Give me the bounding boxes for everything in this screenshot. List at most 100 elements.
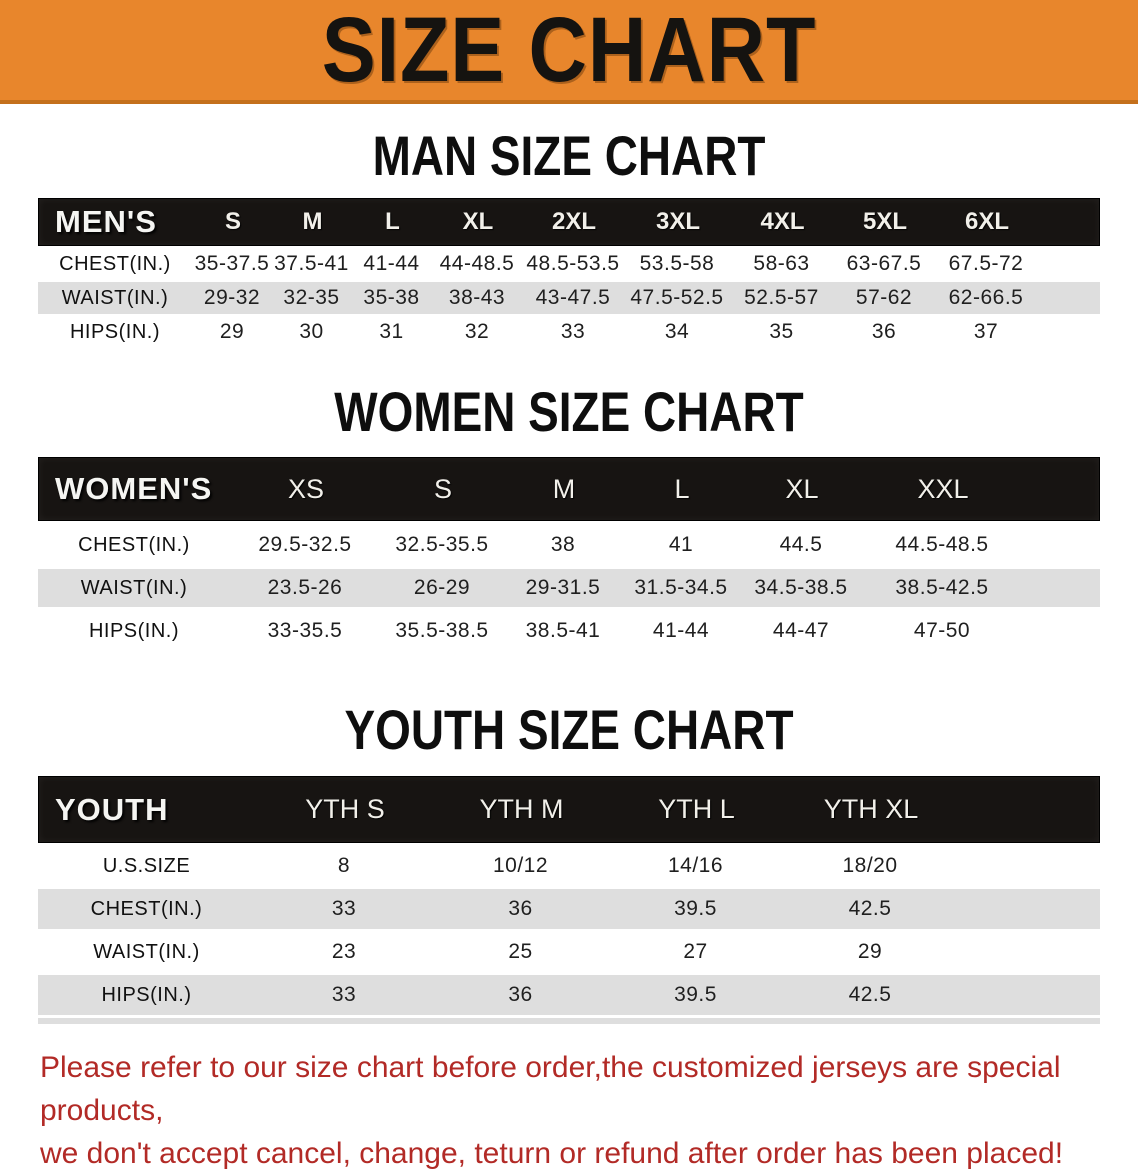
women-column-header-2: M <box>552 473 576 504</box>
youth-table-row-2: WAIST(IN.) 23 25 27 29 <box>38 932 1100 972</box>
youth-row-label-0: U.S.SIZE <box>102 854 191 877</box>
youth-row-label-2: WAIST(IN.) <box>93 940 200 963</box>
youth-cell-1-3: 42.5 <box>848 897 892 920</box>
women-cell-2-3: 41-44 <box>652 619 710 642</box>
men-column-header-7: 5XL <box>862 208 907 235</box>
men-cell-1-0: 29-32 <box>203 286 261 309</box>
women-table-row-2: HIPS(IN.) 33-35.5 35.5-38.5 38.5-41 41-44 44-… <box>38 612 1100 650</box>
women-size-table: WOMEN'S XS S M L XL XXL CHEST(IN.) 29.5-32.5 32.5… <box>38 457 1100 650</box>
footer-note-line-2: we don't accept cancel, change, teturn o… <box>40 1137 1064 1170</box>
youth-table-row-3: HIPS(IN.) 33 36 39.5 42.5 <box>38 975 1100 1015</box>
men-cell-1-4: 43-47.5 <box>535 286 611 309</box>
women-column-header-1: S <box>433 473 452 504</box>
youth-row-label-1: CHEST(IN.) <box>90 897 203 920</box>
men-cell-2-1: 30 <box>299 320 324 343</box>
men-row-label-2: HIPS(IN.) <box>69 320 161 343</box>
banner: SIZE CHART <box>0 0 1138 104</box>
men-cell-1-8: 62-66.5 <box>948 286 1024 309</box>
men-cell-2-6: 35 <box>769 320 794 343</box>
women-table-row-0: CHEST(IN.) 29.5-32.5 32.5-35.5 38 41 44.5 44.5… <box>38 526 1100 564</box>
youth-cell-2-0: 23 <box>331 940 357 963</box>
women-table-header-row: WOMEN'S XS S M L XL XXL <box>38 457 1100 521</box>
men-cell-2-2: 31 <box>379 320 404 343</box>
youth-table-row-1: CHEST(IN.) 33 36 39.5 42.5 <box>38 889 1100 929</box>
women-cell-0-4: 44.5 <box>779 533 823 556</box>
women-cell-2-4: 44-47 <box>772 619 830 642</box>
men-column-header-8: 6XL <box>964 208 1009 235</box>
men-cell-1-2: 35-38 <box>363 286 420 309</box>
women-cell-1-1: 26-29 <box>413 576 471 599</box>
women-cell-0-0: 29.5-32.5 <box>258 533 352 556</box>
men-size-table: MEN'S S M L XL 2XL 3XL 4XL 5XL 6XL CHEST(IN.) 35-37… <box>38 198 1100 348</box>
women-column-header-3: L <box>674 473 690 504</box>
men-cell-0-4: 48.5-53.5 <box>526 252 620 275</box>
men-cell-1-1: 32-35 <box>283 286 340 309</box>
women-cell-2-5: 47-50 <box>913 619 971 642</box>
youth-cell-3-0: 33 <box>331 983 357 1006</box>
women-cell-1-4: 34.5-38.5 <box>754 576 848 599</box>
women-cell-0-2: 38 <box>550 533 576 556</box>
women-column-header-0: XS <box>287 473 325 504</box>
youth-cell-2-1: 25 <box>508 940 533 963</box>
men-column-header-4: 2XL <box>551 208 596 235</box>
footer-note: Please refer to our size chart before or… <box>40 1046 1138 1175</box>
youth-column-header-3: YTH XL <box>823 794 919 824</box>
women-column-header-4: XL <box>785 473 819 504</box>
women-cell-1-2: 29-31.5 <box>525 576 601 599</box>
youth-size-table: YOUTH YTH S YTH M YTH L YTH XL U.S.SIZE 8 10/12… <box>38 776 1100 1015</box>
men-cell-2-3: 32 <box>464 320 490 343</box>
men-cell-0-1: 37.5-41 <box>274 252 349 275</box>
men-column-header-6: 4XL <box>760 208 805 235</box>
youth-table-row-0: U.S.SIZE 8 10/12 14/16 18/20 <box>38 846 1100 886</box>
women-group-label: WOMEN'S <box>55 471 213 506</box>
men-table-row-2: HIPS(IN.) 29 30 31 32 33 34 35 36 37 <box>38 316 1100 348</box>
men-column-header-3: XL <box>462 208 494 235</box>
men-cell-0-0: 35-37.5 <box>194 252 270 275</box>
youth-cell-2-2: 27 <box>683 940 708 963</box>
women-cell-2-1: 35.5-38.5 <box>395 619 489 642</box>
youth-section-heading: YOUTH SIZE CHART <box>344 698 794 761</box>
men-cell-0-2: 41-44 <box>363 252 420 275</box>
men-cell-2-8: 37 <box>973 320 999 343</box>
women-cell-1-5: 38.5-42.5 <box>895 576 989 599</box>
youth-cell-1-0: 33 <box>331 897 357 920</box>
footer-note-line-1: Please refer to our size chart before or… <box>40 1051 1061 1127</box>
men-cell-1-6: 52.5-57 <box>744 286 819 309</box>
youth-cell-3-3: 42.5 <box>848 983 892 1006</box>
women-cell-0-1: 32.5-35.5 <box>395 533 489 556</box>
women-cell-0-5: 44.5-48.5 <box>895 533 989 556</box>
youth-cell-0-2: 14/16 <box>667 854 724 877</box>
men-group-label: MEN'S <box>55 204 157 239</box>
men-cell-1-5: 47.5-52.5 <box>630 286 724 309</box>
women-section-heading: WOMEN SIZE CHART <box>334 380 804 443</box>
youth-cell-1-1: 36 <box>508 897 533 920</box>
youth-cell-1-2: 39.5 <box>674 897 717 920</box>
women-column-header-5: XXL <box>917 473 969 504</box>
women-row-label-1: WAIST(IN.) <box>80 576 188 599</box>
men-cell-2-0: 29 <box>219 320 245 343</box>
men-table-row-0: CHEST(IN.) 35-37.5 37.5-41 41-44 44-48.5 48.5… <box>38 248 1100 280</box>
men-cell-2-4: 33 <box>560 320 586 343</box>
youth-cell-0-1: 10/12 <box>492 854 549 877</box>
men-cell-2-5: 34 <box>664 320 690 343</box>
banner-title: SIZE CHART <box>321 0 817 101</box>
women-cell-2-0: 33-35.5 <box>267 619 343 642</box>
men-cell-0-8: 67.5-72 <box>948 252 1024 275</box>
men-cell-0-3: 44-48.5 <box>439 252 515 275</box>
women-row-label-2: HIPS(IN.) <box>88 619 180 642</box>
men-table-header-row: MEN'S S M L XL 2XL 3XL 4XL 5XL 6XL <box>38 198 1100 246</box>
youth-table-header-row: YOUTH YTH S YTH M YTH L YTH XL <box>38 776 1100 843</box>
youth-cell-2-3: 29 <box>857 940 883 963</box>
men-table-row-1: WAIST(IN.) 29-32 32-35 35-38 38-43 43-47.5 47.… <box>38 282 1100 314</box>
youth-column-header-0: YTH S <box>305 794 385 824</box>
women-cell-0-3: 41 <box>668 533 694 556</box>
women-cell-1-0: 23.5-26 <box>267 576 343 599</box>
youth-row-label-3: HIPS(IN.) <box>101 983 192 1006</box>
men-cell-0-7: 63-67.5 <box>846 252 922 275</box>
men-row-label-0: CHEST(IN.) <box>59 252 171 275</box>
men-cell-2-7: 36 <box>871 320 897 343</box>
youth-cell-0-3: 18/20 <box>842 854 898 877</box>
men-cell-0-6: 58-63 <box>753 252 810 275</box>
youth-column-header-2: YTH L <box>658 794 735 824</box>
